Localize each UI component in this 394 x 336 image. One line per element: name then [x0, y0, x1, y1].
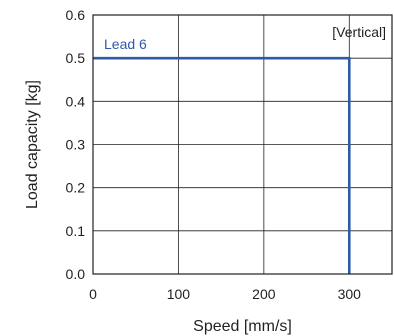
y-tick-label: 0.6 [66, 7, 86, 23]
y-tick-label: 0.1 [66, 223, 86, 239]
y-tick-label: 0.3 [66, 137, 86, 153]
x-tick-label: 300 [338, 286, 362, 302]
series-layer [93, 56, 351, 274]
y-tick-labels: 0.0 0.1 0.2 0.3 0.4 0.5 0.6 [66, 7, 86, 282]
y-tick-label: 0.2 [66, 180, 86, 196]
grid-lines [93, 15, 392, 274]
plot-frame [92, 14, 393, 275]
series-line-0 [93, 56, 351, 274]
vertical-annotation: [Vertical] [332, 24, 386, 40]
x-axis-title: Speed [mm/s] [193, 318, 292, 335]
x-tick-label: 200 [252, 286, 276, 302]
y-tick-label: 0.4 [66, 93, 86, 109]
x-tick-labels: 0 100 200 300 [89, 286, 361, 302]
series-label-lead-6: Lead 6 [104, 36, 147, 52]
y-tick-label: 0.5 [66, 50, 86, 66]
y-tick-label: 0.0 [66, 266, 86, 282]
y-axis-title: Load capacity [kg] [24, 80, 41, 209]
x-tick-label: 100 [167, 286, 191, 302]
x-tick-label: 0 [89, 286, 97, 302]
